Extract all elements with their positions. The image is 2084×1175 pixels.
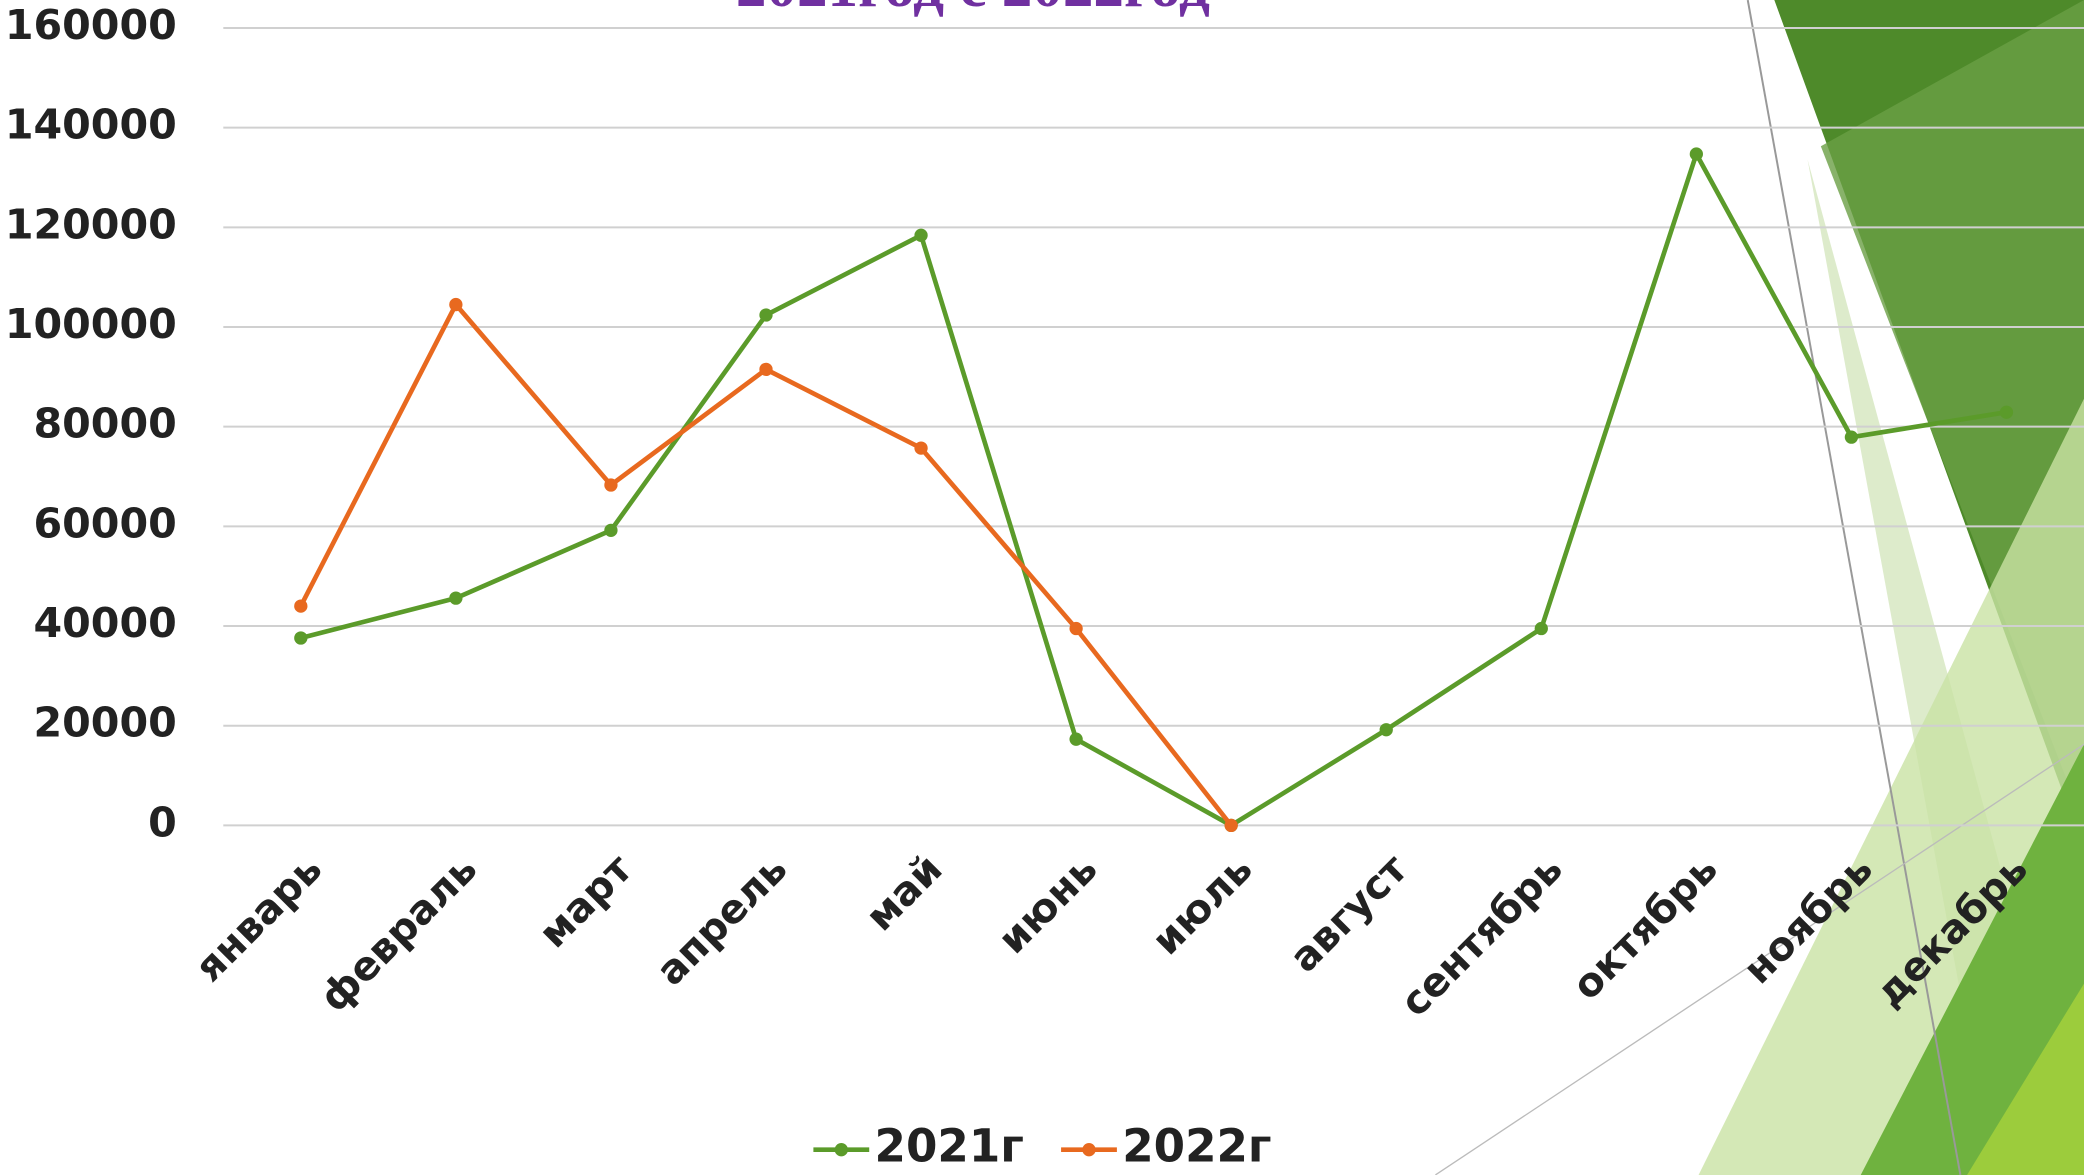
data-point xyxy=(604,524,617,537)
data-point xyxy=(1225,819,1238,832)
y-tick-label: 20000 xyxy=(33,699,176,747)
data-point xyxy=(1069,622,1082,635)
legend-label: 2022г xyxy=(1122,1120,1271,1173)
legend-label: 2021г xyxy=(875,1120,1024,1173)
y-tick-label: 80000 xyxy=(33,400,176,448)
chart-title: 2021год с 2022год xyxy=(736,0,1210,20)
data-point xyxy=(914,229,927,242)
y-tick-label: 40000 xyxy=(33,599,176,647)
x-tick-label: март xyxy=(530,846,641,957)
data-point xyxy=(449,298,462,311)
y-tick-label: 0 xyxy=(148,798,177,846)
data-point xyxy=(759,363,772,376)
legend-marker xyxy=(835,1143,848,1156)
decoration xyxy=(1435,0,2084,1175)
y-tick-label: 140000 xyxy=(5,101,177,149)
data-point xyxy=(1380,723,1393,736)
data-point xyxy=(1845,431,1858,444)
data-point xyxy=(759,308,772,321)
data-point xyxy=(294,631,307,644)
y-tick-label: 100000 xyxy=(5,300,177,348)
x-tick-label: октябрь xyxy=(1564,846,1727,1009)
data-point xyxy=(1690,147,1703,160)
x-tick-label: июнь xyxy=(990,846,1107,963)
legend-marker xyxy=(1082,1143,1095,1156)
data-point xyxy=(1535,622,1548,635)
x-tick-label: сентябрь xyxy=(1392,846,1572,1026)
data-point xyxy=(1069,733,1082,746)
data-point xyxy=(294,599,307,612)
x-tick-label: май xyxy=(857,846,951,940)
x-tick-label: январь xyxy=(186,846,331,991)
chart: 2021год с 2022год 0 20000 40000 60000 80000 1… xyxy=(0,0,2084,1175)
y-tick-label: 120000 xyxy=(5,200,177,248)
x-tick-label: февраль xyxy=(311,846,486,1021)
y-tick-label: 60000 xyxy=(33,499,176,547)
x-tick-label: июль xyxy=(1143,846,1261,964)
data-point xyxy=(2000,406,2013,419)
x-tick-label: август xyxy=(1281,846,1417,982)
data-point xyxy=(604,478,617,491)
x-tick-label: апрель xyxy=(648,846,797,995)
y-tick-label: 160000 xyxy=(5,1,177,49)
data-point xyxy=(449,591,462,604)
data-point xyxy=(914,441,927,454)
